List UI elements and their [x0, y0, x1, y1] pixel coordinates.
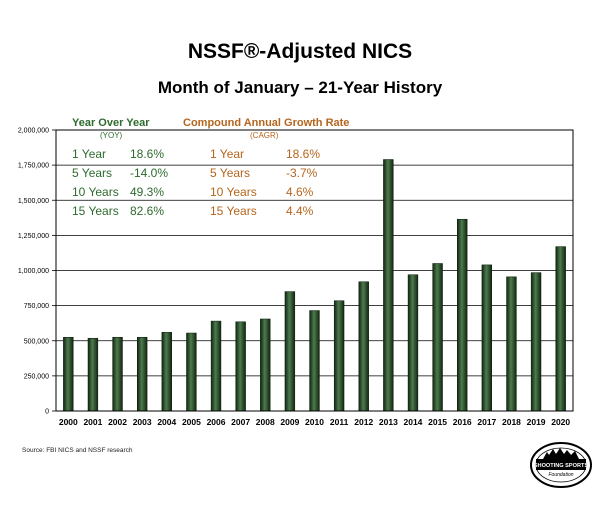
cagr-period: 1 Year: [210, 147, 244, 161]
x-tick-label: 2009: [280, 417, 299, 427]
logo-line2: SHOOTING SPORTS: [534, 463, 589, 469]
bar-2004: [161, 332, 172, 412]
yoy-abbr: (YOY): [100, 131, 123, 140]
cagr-period: 15 Years: [210, 204, 257, 218]
yoy-value: 82.6%: [130, 204, 164, 218]
x-tick-label: 2010: [305, 417, 324, 427]
bar-2019: [530, 272, 542, 412]
yoy-heading: Year Over Year: [72, 117, 150, 129]
bar-2014: [407, 274, 419, 412]
cagr-heading: Compound Annual Growth Rate: [183, 117, 349, 129]
y-tick-label: 1,500,000: [18, 198, 49, 205]
bar-chart: 0 250,000 500,000 750,000 1,000,000 1,250,000…: [18, 117, 574, 427]
bar-2007: [235, 321, 246, 412]
x-tick-label: 2020: [551, 417, 570, 427]
x-tick-label: 2004: [157, 417, 176, 427]
cagr-period: 5 Years: [210, 166, 250, 180]
logo-line3: Foundation: [548, 472, 573, 478]
yoy-value: 49.3%: [130, 185, 164, 199]
cagr-value: 4.6%: [286, 185, 314, 199]
x-tick-label: 2008: [256, 417, 275, 427]
y-tick-label: 1,750,000: [18, 163, 49, 170]
bar-2010: [309, 310, 320, 412]
bar-2013: [383, 159, 394, 412]
cagr-period: 10 Years: [210, 185, 257, 199]
x-tick-label: 2013: [379, 417, 398, 427]
x-tick-label: 2002: [108, 417, 127, 427]
bar-2017: [481, 264, 493, 412]
y-tick-label: 250,000: [24, 373, 49, 380]
bar-2008: [260, 318, 271, 412]
y-tick-label: 0: [45, 409, 49, 416]
bar-2000: [63, 336, 74, 412]
bar-2006: [210, 320, 222, 412]
bar-2020: [555, 246, 566, 412]
bar-2001: [87, 337, 99, 412]
cagr-abbr: (CAGR): [250, 131, 279, 140]
y-tick-label: 1,000,000: [18, 268, 49, 275]
bar-2016: [457, 218, 468, 412]
yoy-period: 5 Years: [72, 166, 112, 180]
nssf-logo-icon: National SHOOTING SPORTS Foundation: [530, 442, 592, 488]
x-tick-label: 2006: [207, 417, 226, 427]
x-tick-label: 2007: [231, 417, 250, 427]
yoy-period: 15 Years: [72, 204, 119, 218]
x-tick-label: 2001: [83, 417, 102, 427]
x-tick-label: 2005: [182, 417, 201, 427]
yoy-period: 1 Year: [72, 147, 106, 161]
bar-2015: [432, 263, 443, 412]
bar-2018: [506, 276, 517, 412]
cagr-value: -3.7%: [286, 166, 318, 180]
bar-2009: [284, 291, 296, 412]
cagr-value: 18.6%: [286, 147, 320, 161]
source-note: Source: FBI NICS and NSSF research: [22, 447, 133, 454]
bar-2002: [112, 336, 123, 412]
logo-line1: National: [552, 453, 571, 459]
bar-2003: [136, 336, 148, 412]
y-tick-label: 2,000,000: [18, 128, 49, 135]
bar-2011: [333, 300, 345, 412]
x-tick-label: 2012: [354, 417, 373, 427]
cagr-value: 4.4%: [286, 204, 314, 218]
x-tick-label: 2014: [404, 417, 423, 427]
bar-2012: [358, 281, 369, 412]
yoy-value: -14.0%: [130, 166, 168, 180]
chart-subtitle: Month of January – 21-Year History: [157, 78, 443, 97]
x-tick-label: 2018: [502, 417, 521, 427]
chart-title: NSSF®-Adjusted NICS: [187, 40, 413, 63]
x-tick-label: 2017: [477, 417, 496, 427]
y-tick-label: 750,000: [24, 303, 49, 310]
y-tick-label: 500,000: [24, 338, 49, 345]
bar-2005: [186, 332, 197, 412]
x-tick-label: 2019: [527, 417, 546, 427]
x-tick-label: 2003: [133, 417, 152, 427]
y-tick-label: 1,250,000: [18, 233, 49, 240]
x-tick-label: 2011: [330, 417, 349, 427]
x-tick-label: 2016: [453, 417, 472, 427]
plot-frame: [55, 129, 574, 412]
x-tick-label: 2015: [428, 417, 447, 427]
yoy-value: 18.6%: [130, 147, 164, 161]
yoy-period: 10 Years: [72, 185, 119, 199]
x-tick-label: 2000: [59, 417, 78, 427]
